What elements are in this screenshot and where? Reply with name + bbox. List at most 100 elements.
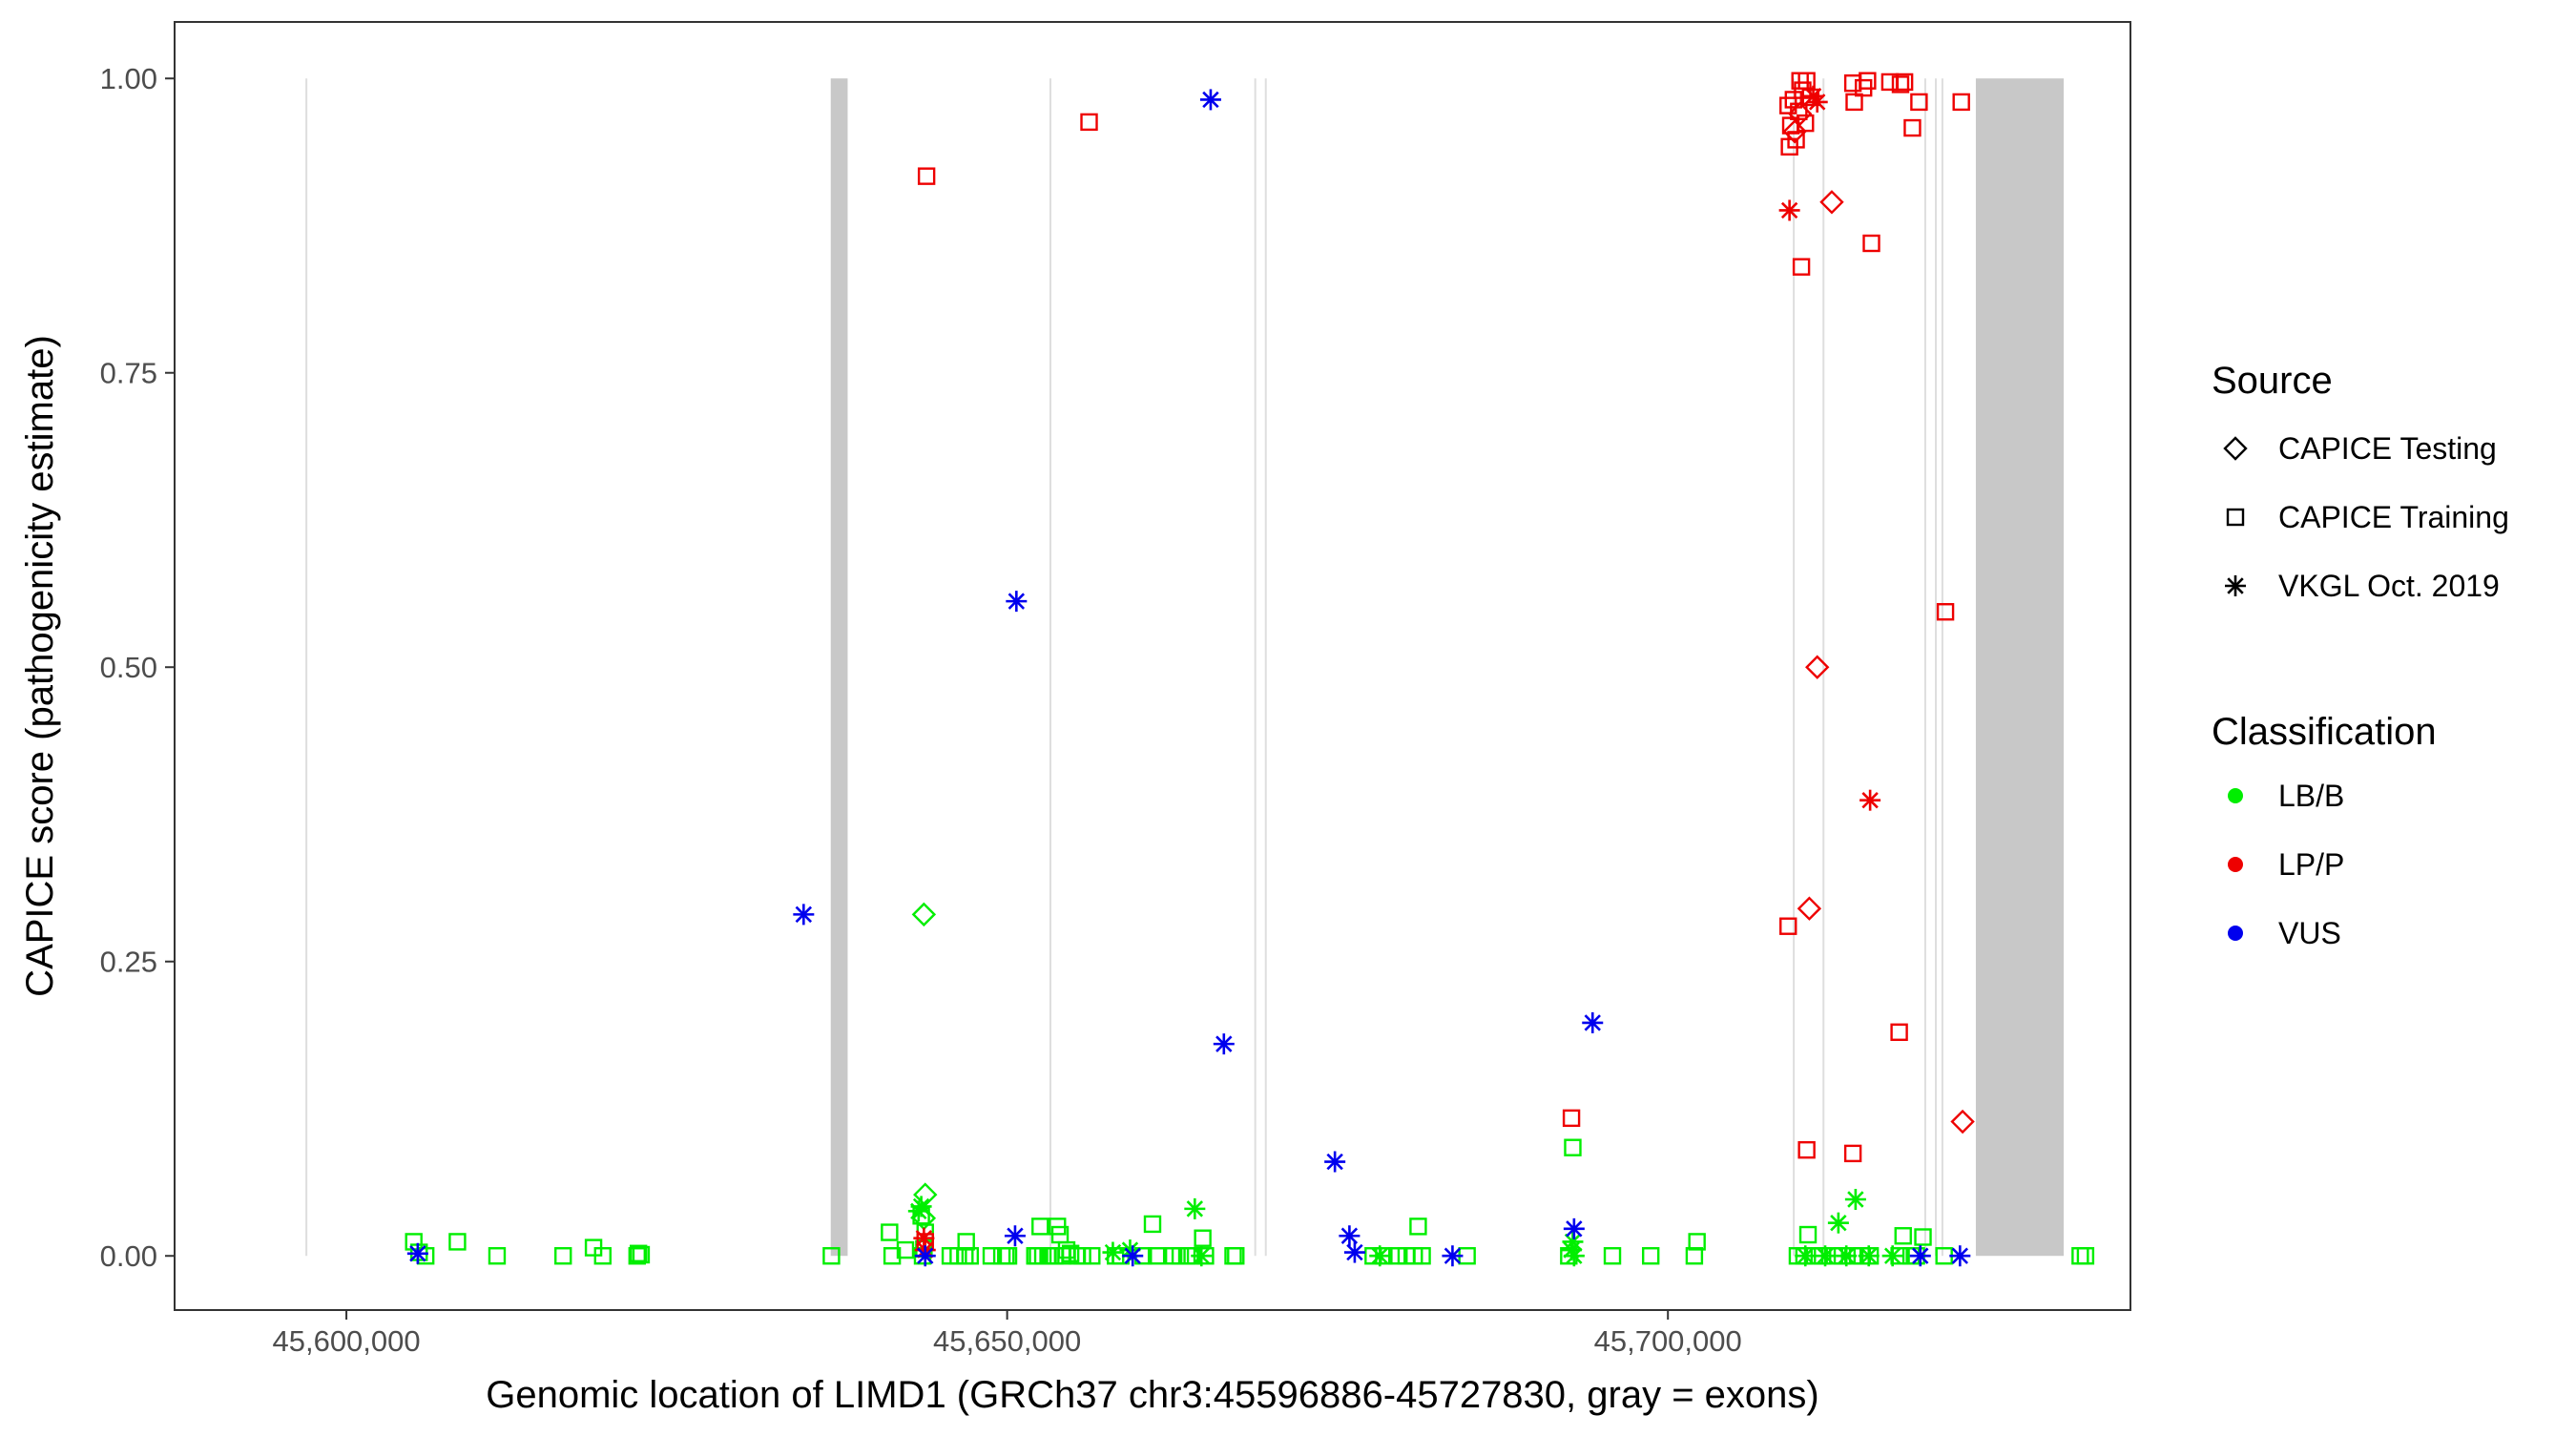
square-point	[1936, 603, 1955, 621]
asterisk-point	[2225, 575, 2246, 596]
data-points	[405, 72, 2095, 1267]
square-point	[1895, 73, 1914, 92]
asterisk-point	[1213, 1033, 1235, 1055]
x-axis: 45,600,000 45,650,000 45,700,000	[272, 1310, 1742, 1358]
exon-band	[1049, 78, 1051, 1257]
square-point	[1903, 118, 1922, 137]
square-point	[1641, 1247, 1660, 1265]
asterisk-point	[1562, 1231, 1584, 1253]
asterisk-point	[1339, 1225, 1361, 1247]
square-point	[1862, 234, 1880, 253]
square-point	[593, 1247, 612, 1265]
diamond-point	[1805, 655, 1830, 679]
legend-source-label: VKGL Oct. 2019	[2278, 569, 2500, 603]
diamond-point	[1950, 1109, 1975, 1134]
square-point	[822, 1247, 841, 1265]
asterisk-point	[1191, 1245, 1213, 1267]
square-point	[1890, 1023, 1908, 1041]
square-point	[961, 1247, 980, 1265]
y-tick-label: 0.25	[100, 946, 157, 979]
square-point	[1952, 93, 1970, 112]
asterisk-point	[1858, 1245, 1880, 1267]
asterisk-point	[1909, 1245, 1931, 1267]
square-point	[896, 1240, 915, 1259]
exon-band	[1254, 78, 1257, 1257]
legend-class-item: VUS	[2228, 916, 2341, 950]
square-point	[1413, 1247, 1431, 1265]
asterisk-point	[1563, 1245, 1585, 1267]
square-point	[1409, 1217, 1427, 1236]
square-point	[554, 1247, 572, 1265]
y-tick-label: 0.00	[100, 1239, 157, 1273]
legend-color-dot	[2228, 857, 2243, 872]
asterisk-point	[1806, 91, 1828, 113]
exon-band	[1935, 78, 1937, 1257]
legend-class-label: LB/B	[2278, 779, 2344, 813]
asterisk-point	[1836, 1245, 1858, 1267]
diamond-point	[1797, 896, 1822, 921]
square-point	[1143, 1215, 1162, 1234]
legend-source-item: CAPICE Testing	[2223, 431, 2497, 466]
square-point	[1798, 1225, 1818, 1244]
y-tick-label: 0.75	[100, 357, 157, 390]
asterisk-point	[1004, 1225, 1026, 1247]
legend-source-label: CAPICE Training	[2278, 500, 2509, 534]
square-point	[1073, 1247, 1091, 1265]
diamond-point	[911, 902, 937, 927]
square-point	[1779, 917, 1797, 935]
exon-band	[305, 78, 308, 1257]
square-point	[999, 1247, 1018, 1265]
legend-class-item: LP/P	[2228, 847, 2344, 882]
exon-band	[1264, 78, 1267, 1257]
square-point	[1688, 1233, 1706, 1251]
square-point	[1914, 1228, 1932, 1246]
legend-classification-title: Classification	[2212, 711, 2437, 753]
square-point	[881, 1223, 899, 1241]
diamond-point	[1788, 101, 1813, 126]
asterisk-point	[1369, 1245, 1391, 1267]
exon-band	[1923, 78, 1926, 1257]
asterisk-point	[1881, 1245, 1903, 1267]
square-point	[1779, 96, 1797, 114]
asterisk-point	[1442, 1245, 1464, 1267]
asterisk-point	[1006, 591, 1028, 613]
y-axis-label: CAPICE score (pathogenicity estimate)	[19, 335, 61, 997]
square-point	[448, 1233, 467, 1251]
asterisk-point	[907, 1200, 929, 1222]
legend-source-label: CAPICE Testing	[2278, 431, 2497, 466]
square-point	[628, 1247, 646, 1265]
asterisk-point	[1102, 1241, 1124, 1263]
square-point	[1859, 72, 1877, 90]
square-point	[1194, 1229, 1212, 1247]
square-point	[488, 1247, 507, 1265]
asterisk-point	[1844, 1189, 1866, 1211]
asterisk-point	[793, 904, 815, 926]
square-point	[632, 1245, 651, 1264]
exon-band	[1975, 78, 2065, 1257]
exon-band	[1822, 78, 1825, 1257]
asterisk-point	[1122, 1245, 1144, 1267]
legend-color-dot	[2228, 926, 2243, 941]
square-point	[1891, 75, 1910, 94]
legend-source-title: Source	[2212, 360, 2333, 402]
legend-source-item: VKGL Oct. 2019	[2225, 569, 2500, 603]
diamond-point	[2223, 436, 2248, 461]
exon-band	[1793, 78, 1796, 1257]
square-point	[2226, 508, 2245, 527]
y-tick-label: 0.50	[100, 651, 157, 684]
square-point	[2076, 1247, 2095, 1265]
square-point	[1894, 1227, 1912, 1245]
square-point	[1797, 1140, 1816, 1159]
asterisk-point	[1827, 1212, 1849, 1234]
square-point	[1792, 258, 1811, 276]
asterisk-point	[914, 1245, 936, 1267]
asterisk-point	[1859, 789, 1881, 811]
exon-band	[1941, 78, 1943, 1257]
square-point	[1227, 1247, 1245, 1265]
square-point	[1787, 131, 1805, 149]
asterisk-point	[1184, 1197, 1206, 1219]
square-point	[629, 1244, 648, 1262]
legend-source-item: CAPICE Training	[2226, 500, 2509, 534]
